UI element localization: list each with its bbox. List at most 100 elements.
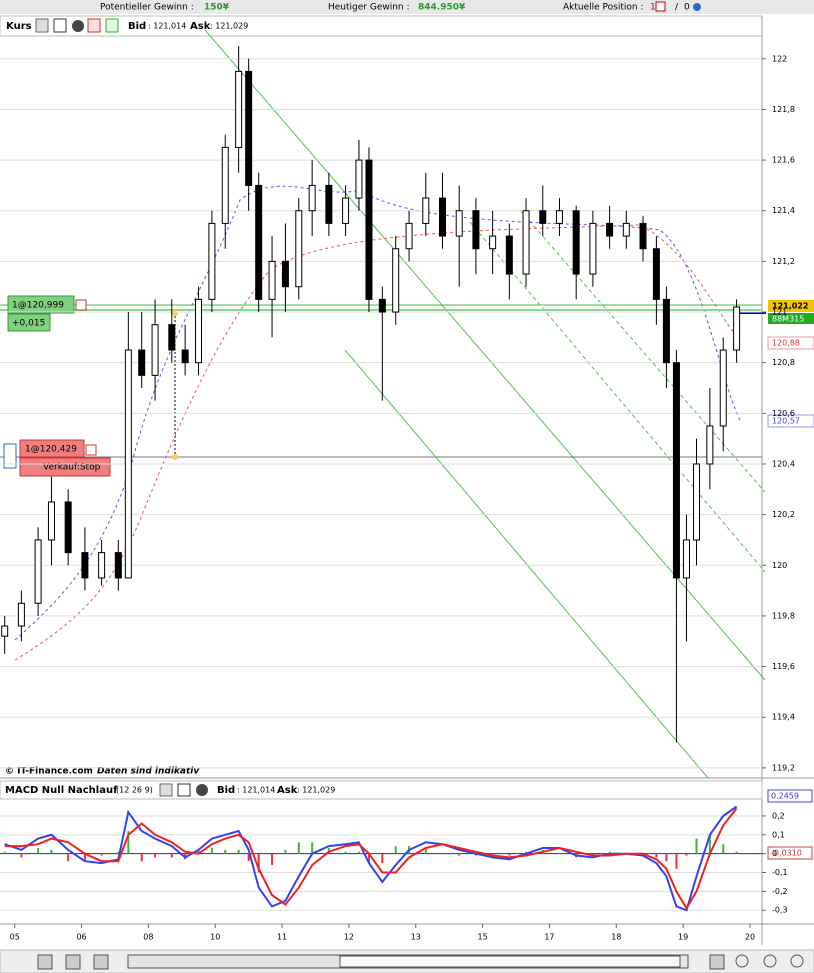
zoom-button[interactable]	[735, 954, 749, 968]
trend-line	[519, 209, 766, 493]
histogram-bar	[257, 853, 260, 873]
wrench-icon[interactable]	[159, 783, 173, 797]
entry-dot	[172, 310, 178, 316]
candle-body	[124, 349, 132, 579]
histogram-bar	[50, 849, 53, 854]
candle-body	[422, 197, 430, 224]
y-tick-label: 121,6	[772, 156, 795, 165]
candle-body	[114, 552, 122, 579]
candle-body	[235, 70, 243, 148]
y-tick-label: 119,4	[772, 713, 795, 722]
y-tick-label: 119,2	[772, 763, 795, 772]
y-tick-label: 120,2	[772, 510, 795, 519]
price-tag-label: 120,88	[772, 339, 800, 348]
histogram-bar	[100, 853, 103, 856]
candle-body	[308, 184, 316, 212]
macd-params: (12 26 9)	[116, 786, 153, 795]
candle-body	[539, 210, 547, 224]
window-icon[interactable]	[53, 18, 67, 33]
macd-title: MACD Null Nachlauf	[5, 785, 118, 796]
y-tick-label: 121,4	[772, 206, 795, 215]
y-tick-label: 120,6	[772, 409, 795, 418]
settings-icon[interactable]	[693, 3, 701, 11]
trend-line	[344, 349, 709, 779]
macd-line	[4, 805, 738, 912]
histogram-bar	[297, 842, 300, 854]
tool-button[interactable]	[65, 954, 81, 970]
histogram-bar	[665, 853, 668, 862]
scroll-thumb[interactable]	[339, 955, 681, 968]
tool-button[interactable]	[709, 954, 725, 970]
cancel-icon[interactable]	[75, 299, 87, 311]
bid-label: Bid	[217, 785, 235, 796]
candle-body	[606, 222, 614, 237]
candle-body	[682, 539, 690, 579]
today-value: 844.950¥	[418, 3, 466, 13]
toolbar-icons	[37, 954, 804, 970]
candle-body	[505, 235, 513, 275]
candle-body	[455, 210, 463, 237]
close-icon[interactable]	[655, 1, 666, 12]
y-tick-label: 119,6	[772, 662, 795, 671]
order-box[interactable]	[7, 295, 75, 314]
disclaimer: Daten sind indikativ	[97, 767, 200, 777]
candle-body	[1, 625, 9, 637]
histogram-bar	[311, 842, 314, 854]
histogram-bar	[83, 853, 86, 862]
histogram-bar	[237, 849, 240, 854]
close-icon[interactable]	[72, 20, 84, 32]
bid-label: Bid	[128, 21, 146, 32]
histogram-bar	[722, 844, 725, 854]
macd-tag-label: -0,0310	[771, 849, 802, 858]
candle-body	[168, 324, 176, 351]
candle-body	[692, 463, 700, 541]
histogram-bar	[394, 846, 397, 854]
candle-body	[98, 552, 106, 579]
tool-button[interactable]	[37, 954, 53, 970]
price-tag	[767, 414, 814, 428]
candle-body	[365, 159, 373, 300]
candle-body	[522, 210, 530, 275]
candle-body	[342, 197, 350, 224]
histogram-bar	[67, 853, 70, 862]
wrench-icon[interactable]	[35, 18, 49, 33]
histogram-bar	[675, 853, 678, 869]
y-tick-label: -0,3	[772, 906, 788, 915]
y-tick-label: 121,2	[772, 257, 795, 266]
y-tick-label: 122	[772, 54, 787, 63]
histogram-bar	[344, 851, 347, 854]
drag-handle[interactable]	[3, 443, 17, 469]
order-box[interactable]	[19, 439, 85, 458]
histogram-bar	[271, 853, 274, 865]
cancel-icon[interactable]	[85, 444, 97, 456]
close-icon[interactable]	[196, 784, 208, 796]
histogram-bar	[458, 853, 461, 856]
candle-body	[325, 184, 333, 224]
down-icon[interactable]	[87, 18, 101, 33]
histogram-bar	[247, 853, 250, 862]
zoom-button[interactable]	[763, 954, 777, 968]
x-tick-label: 12	[344, 933, 354, 942]
histogram-bar	[127, 831, 130, 854]
up-icon[interactable]	[105, 18, 119, 33]
candle-body	[672, 362, 680, 579]
histogram-bar	[117, 851, 120, 854]
candle-body	[622, 222, 630, 237]
histogram-bar	[708, 834, 711, 854]
candle-body	[34, 539, 42, 604]
histogram-bar	[224, 849, 227, 854]
histogram-bar	[284, 849, 287, 854]
x-tick-label: 19	[678, 933, 688, 942]
position-short: 0	[684, 3, 690, 13]
macd-tag	[767, 789, 813, 803]
candle-body	[555, 210, 563, 224]
x-tick-label: 05	[10, 933, 20, 942]
histogram-bar	[3, 851, 6, 854]
x-tick-label: 20	[745, 933, 755, 942]
candle-body	[17, 602, 25, 627]
candle-body	[151, 324, 159, 376]
bid-value: : 121,014	[237, 786, 275, 795]
tool-button[interactable]	[93, 954, 109, 970]
zoom-button[interactable]	[790, 954, 804, 968]
window-icon[interactable]	[177, 783, 191, 797]
